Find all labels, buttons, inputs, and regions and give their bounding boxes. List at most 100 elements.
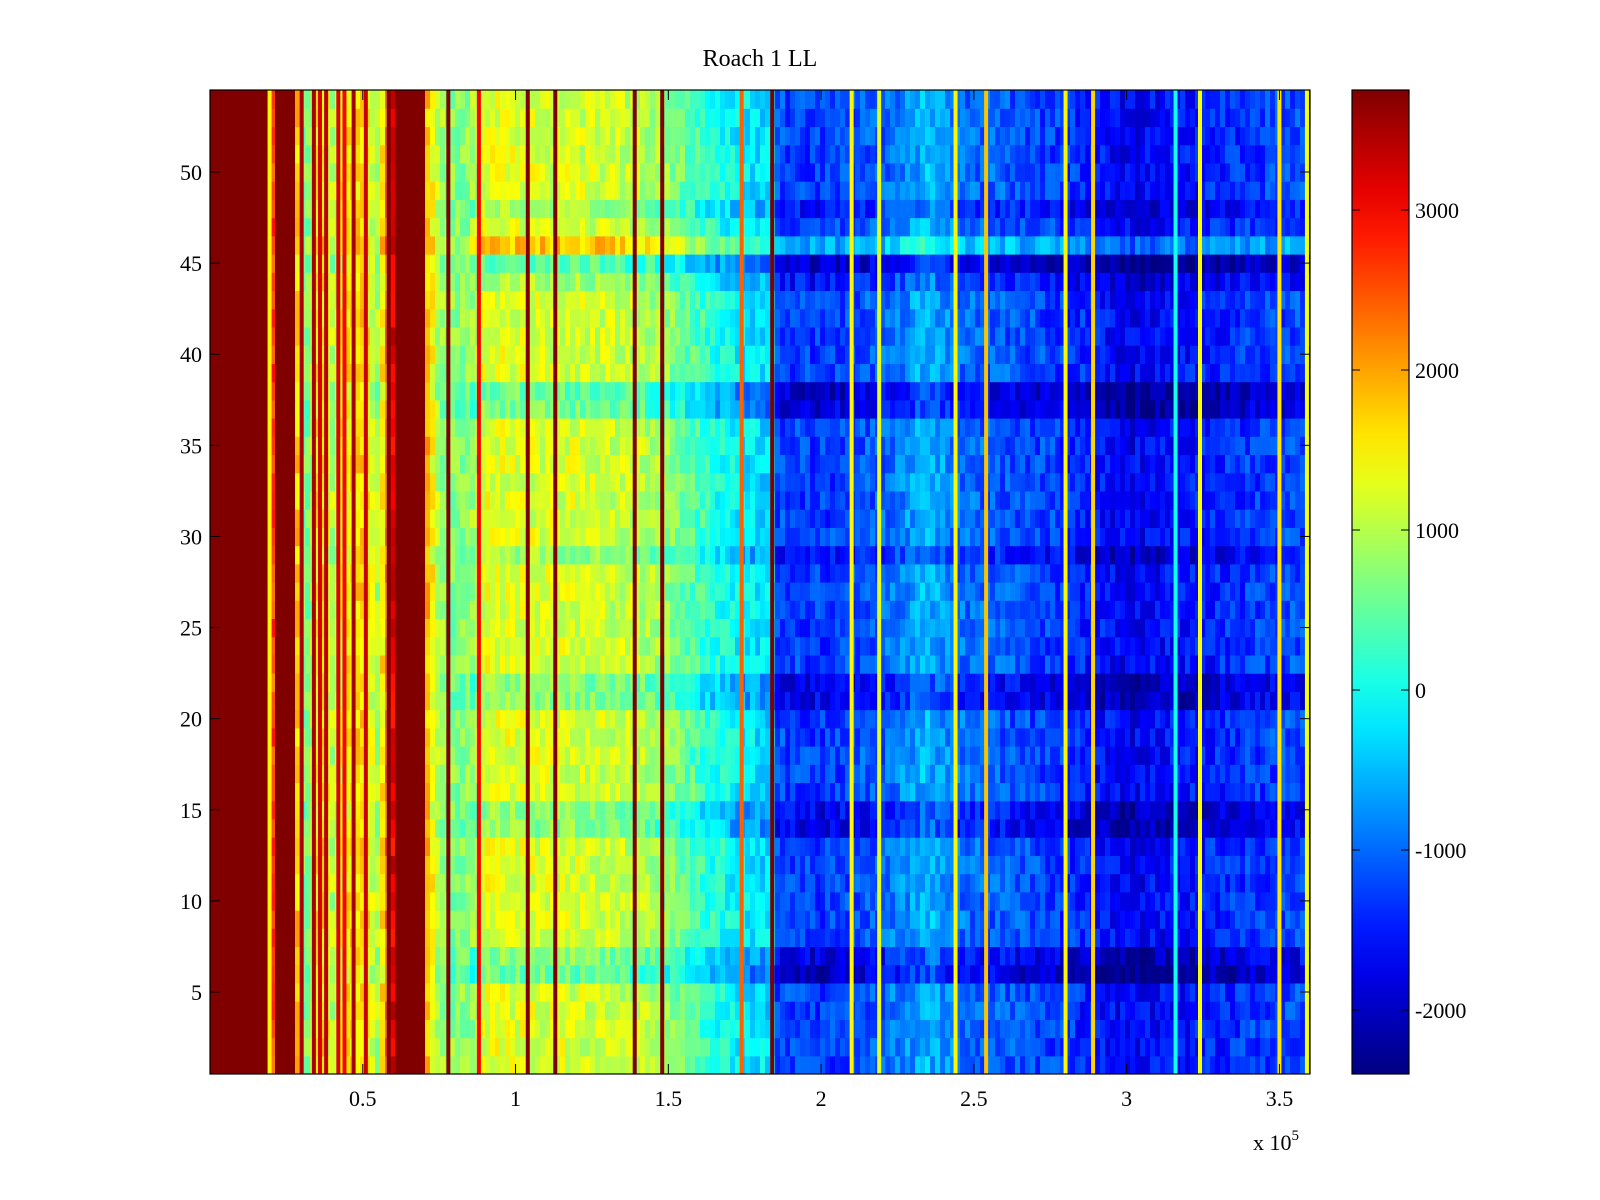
heatmap-cell <box>625 1055 631 1074</box>
heatmap-cell <box>715 818 721 838</box>
heatmap-cell <box>1115 727 1121 747</box>
heatmap-cell <box>1255 1001 1261 1020</box>
heatmap-cell <box>260 746 266 765</box>
heatmap-cell <box>1105 928 1111 948</box>
heatmap-cell <box>940 727 946 747</box>
heatmap-cell <box>910 1019 916 1039</box>
heatmap-cell <box>420 746 426 765</box>
heatmap-cell <box>1045 1037 1051 1057</box>
heatmap-cell <box>320 837 326 856</box>
heatmap-cell <box>1110 928 1116 948</box>
heatmap-cell <box>615 1037 621 1057</box>
heatmap-cell <box>860 654 866 674</box>
heatmap-cell <box>415 855 421 875</box>
heatmap-cell <box>935 1019 941 1039</box>
heatmap-cell <box>1075 746 1081 765</box>
heatmap-cell <box>260 1037 266 1057</box>
heatmap-cell <box>420 691 426 711</box>
heatmap-cell <box>1215 982 1221 1002</box>
heatmap-cell <box>225 964 231 984</box>
heatmap-cell <box>950 727 956 747</box>
heatmap-cell <box>1005 1019 1011 1039</box>
heatmap-cell <box>700 673 706 692</box>
heatmap-cell <box>880 800 886 820</box>
heatmap-cell <box>590 982 596 1002</box>
heatmap-cell <box>960 691 966 711</box>
heatmap-cell <box>1200 982 1206 1002</box>
heatmap-cell <box>1075 1055 1081 1074</box>
heatmap-cell <box>980 654 986 674</box>
heatmap-cell <box>530 1037 536 1057</box>
heatmap-cell <box>1260 873 1266 893</box>
heatmap-cell <box>685 818 691 838</box>
heatmap-cell <box>965 891 971 911</box>
heatmap-cell <box>1110 891 1116 911</box>
heatmap-cell <box>895 727 901 747</box>
heatmap-cell <box>1160 691 1166 711</box>
heatmap-cell <box>490 1055 496 1074</box>
heatmap-cell <box>805 837 811 856</box>
heatmap-cell <box>1130 1037 1136 1057</box>
heatmap-cell <box>680 764 686 784</box>
heatmap-cell <box>890 928 896 948</box>
heatmap-cell <box>905 673 911 692</box>
heatmap-cell <box>675 946 681 966</box>
heatmap-cell <box>470 691 476 711</box>
heatmap-cell <box>910 910 916 929</box>
heatmap-cell <box>1270 873 1276 893</box>
heatmap-cell <box>570 946 576 966</box>
heatmap-cell <box>210 964 216 984</box>
heatmap-cell <box>1195 673 1201 692</box>
heatmap-cell <box>1165 873 1171 893</box>
heatmap-cell <box>370 673 376 692</box>
heatmap-cell <box>1285 1055 1291 1074</box>
heatmap-cell <box>970 910 976 929</box>
heatmap-cell <box>1105 891 1111 911</box>
heatmap-cell <box>665 873 671 893</box>
heatmap-cell <box>1215 727 1221 747</box>
heatmap-cell <box>485 746 491 765</box>
heatmap-cell <box>590 800 596 820</box>
heatmap-cell <box>665 800 671 820</box>
heatmap-cell <box>1050 1019 1056 1039</box>
heatmap-cell <box>1155 800 1161 820</box>
heatmap-cell <box>415 782 421 802</box>
heatmap-cell <box>575 1019 581 1039</box>
heatmap-cell <box>550 964 556 984</box>
heatmap-cell <box>495 964 501 984</box>
heatmap-cell <box>705 709 711 729</box>
heatmap-cell <box>215 873 221 893</box>
heatmap-cell <box>1065 1001 1071 1020</box>
heatmap-cell <box>1045 818 1051 838</box>
heatmap-cell <box>465 928 471 948</box>
heatmap-cell <box>440 782 446 802</box>
heatmap-cell <box>625 782 631 802</box>
heatmap-cell <box>1155 1001 1161 1020</box>
heatmap-cell <box>1030 946 1036 966</box>
heatmap-cell <box>1070 1001 1076 1020</box>
heatmap-cell <box>1005 910 1011 929</box>
heatmap-cell <box>1010 746 1016 765</box>
heatmap-cell <box>755 946 761 966</box>
heatmap-cell <box>760 782 766 802</box>
heatmap-cell <box>790 727 796 747</box>
heatmap-cell <box>750 764 756 784</box>
heatmap-cell <box>290 910 296 929</box>
heatmap-cell <box>635 1037 641 1057</box>
heatmap-cell <box>240 764 246 784</box>
heatmap-cell <box>885 800 891 820</box>
heatmap-cell <box>315 691 321 711</box>
heatmap-cell <box>1000 855 1006 875</box>
heatmap-cell <box>1280 873 1286 893</box>
heatmap-cell <box>250 891 256 911</box>
heatmap-cell <box>1170 746 1176 765</box>
heatmap-cell <box>785 691 791 711</box>
heatmap-cell <box>695 855 701 875</box>
heatmap-cell <box>865 673 871 692</box>
heatmap-cell <box>370 837 376 856</box>
heatmap-cell <box>1050 782 1056 802</box>
heatmap-cell <box>790 855 796 875</box>
heatmap-cell <box>640 818 646 838</box>
heatmap-cell <box>1125 782 1131 802</box>
heatmap-cell <box>1245 673 1251 692</box>
